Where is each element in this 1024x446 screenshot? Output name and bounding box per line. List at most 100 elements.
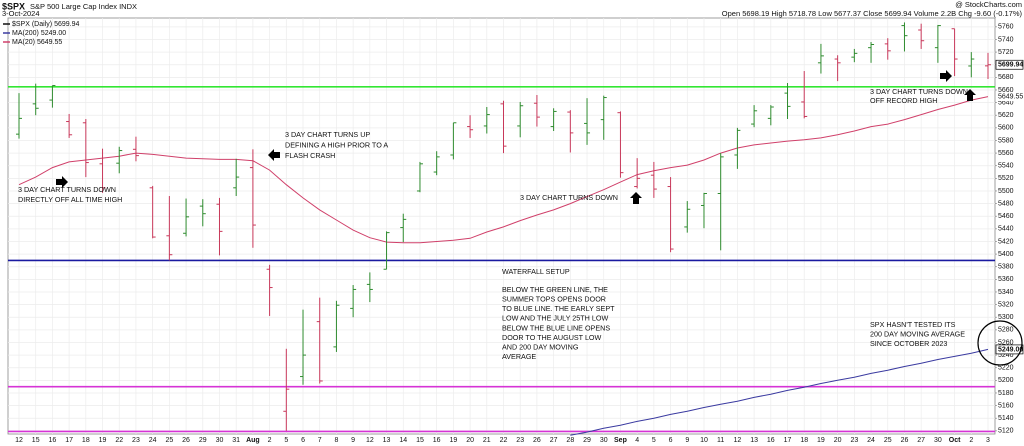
ohlc-bar [199, 199, 206, 227]
ohlc-bar [66, 113, 73, 138]
annotation: AND 200 DAY MOVING [502, 343, 579, 352]
x-tick-label: 26 [533, 437, 541, 444]
ohlc-bar [584, 98, 591, 145]
arrow [630, 192, 642, 204]
x-tick-label: 8 [334, 437, 338, 444]
ohlc-bar [817, 43, 824, 74]
x-tick-label: 17 [65, 437, 73, 444]
ohlc-bar [450, 122, 457, 160]
x-tick-label: 30 [600, 437, 608, 444]
y-tick-label: 5200 [998, 377, 1014, 384]
annotation: WATERFALL SETUP [502, 267, 570, 276]
ohlc-bar [600, 95, 607, 140]
ohlc-bar [383, 231, 390, 270]
ohlc-bar [918, 23, 925, 49]
ohlc-bar [366, 272, 373, 303]
y-tick-label: 5720 [998, 49, 1014, 56]
y-tick-label: 5540 [998, 163, 1014, 170]
ohlc-bar [350, 285, 357, 318]
ohlc-bar [216, 197, 223, 256]
y-tick-label: 5600 [998, 125, 1014, 132]
x-tick-label: 15 [416, 437, 424, 444]
y-tick-label: 5180 [998, 390, 1014, 397]
x-tick-label: 3 [986, 437, 990, 444]
x-tick-label: 18 [800, 437, 808, 444]
x-tick-label: 30 [934, 437, 942, 444]
x-tick-label: 23 [850, 437, 858, 444]
y-tick-label: 5580 [998, 137, 1014, 144]
ohlc-bar [751, 105, 758, 128]
ohlc-bar [834, 55, 841, 82]
ohlc-bar [533, 95, 540, 127]
y-tick-label: 5240 [998, 352, 1014, 359]
x-tick-label: 18 [82, 437, 90, 444]
ohlc-bar [934, 24, 941, 63]
ohlc-bar [166, 196, 173, 261]
x-tick-label: 27 [917, 437, 925, 444]
x-tick-label: 12 [15, 437, 23, 444]
source: @ StockCharts.com [955, 0, 1022, 9]
x-tick-label: 30 [216, 437, 224, 444]
ohlc-bar [233, 158, 240, 197]
x-tick-label: 23 [516, 437, 524, 444]
ohlc-bar [116, 146, 123, 174]
ohlc-bar [868, 41, 875, 63]
ohlc-bar [500, 100, 507, 154]
y-tick-label: 5460 [998, 213, 1014, 220]
x-tick-label: 10 [700, 437, 708, 444]
annotation: TO BLUE LINE. THE EARLY SEPT [502, 304, 615, 313]
ohlc-bar [767, 105, 774, 126]
ohlc-bar [82, 119, 89, 178]
annotation: DEFINING A HIGH PRIOR TO A [285, 140, 388, 149]
x-tick-label: 11 [717, 437, 724, 444]
x-tick-label: 24 [149, 437, 157, 444]
y-tick-label: 5320 [998, 301, 1014, 308]
x-tick-label: 2 [969, 437, 973, 444]
x-tick-label: 13 [750, 437, 758, 444]
y-tick-label: 5640 [998, 99, 1014, 106]
index-name: S&P 500 Large Cap Index INDX [30, 2, 137, 11]
x-tick-label: 31 [232, 437, 240, 444]
ohlc-bar [884, 38, 891, 60]
y-tick-label: 5440 [998, 226, 1014, 233]
ohlc-bar [283, 348, 290, 431]
y-tick-label: 5380 [998, 264, 1014, 271]
x-tick-label: 4 [635, 437, 639, 444]
x-tick-label: 5 [284, 437, 288, 444]
ohlc-bar [316, 297, 323, 384]
y-tick-label: 5260 [998, 339, 1014, 346]
ohlc-bar [650, 161, 657, 198]
ohlc-bar [717, 153, 724, 251]
ohlc-bar [483, 107, 490, 134]
annotation: DIRECTLY OFF ALL TIME HIGH [18, 195, 122, 204]
annotation: LOW AND THE JULY 25TH LOW [502, 314, 608, 323]
x-tick-label: 5 [652, 437, 656, 444]
x-tick-label: 25 [884, 437, 892, 444]
x-tick-label: 29 [583, 437, 591, 444]
ohlc-bar [617, 111, 624, 178]
legend-label: MA(200) [12, 30, 39, 37]
ohlc-bar [734, 127, 741, 169]
ohlc-bar [249, 149, 256, 248]
x-tick-label: 29 [199, 437, 207, 444]
ohlc-bar [149, 185, 156, 239]
x-tick-label: 14 [399, 437, 407, 444]
x-tick-label: 12 [733, 437, 741, 444]
y-tick-label: 5300 [998, 314, 1014, 321]
x-tick-label: 17 [784, 437, 792, 444]
quote: Open 5698.19 High 5718.78 Low 5677.37 Cl… [722, 9, 1023, 18]
ohlc-bar [700, 192, 707, 229]
ma-line [18, 96, 989, 244]
x-tick-label: 19 [817, 437, 825, 444]
ohlc-bar [801, 71, 808, 119]
arrows [56, 70, 976, 204]
x-tick-label: 2 [268, 437, 272, 444]
ma-line [570, 348, 989, 436]
x-tick-label: 28 [566, 437, 574, 444]
y-tick-label: 5120 [998, 428, 1014, 435]
date: 3-Oct-2024 [2, 9, 40, 18]
x-tick-label: 25 [165, 437, 173, 444]
arrow [964, 89, 976, 101]
ohlc-bar [901, 22, 908, 52]
